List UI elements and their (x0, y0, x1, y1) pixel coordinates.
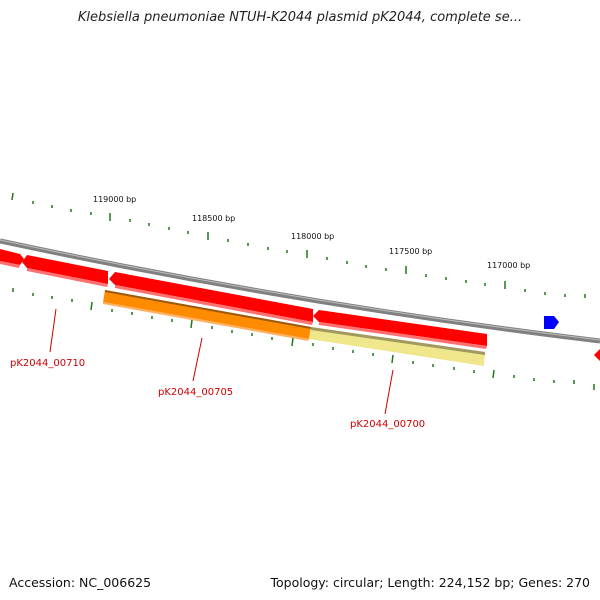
outer-tick-ring (11, 192, 586, 298)
cds-track (0, 249, 487, 349)
red-feature-arrow[interactable] (594, 349, 600, 361)
summary-label: Topology: circular; Length: 224,152 bp; … (270, 575, 591, 590)
gene-feature[interactable] (313, 310, 487, 346)
scale-label: 119000 bp (93, 195, 136, 204)
inner-tick-ring (12, 288, 595, 390)
gene-label-pk2044-00705[interactable]: pK2044_00705 (158, 387, 233, 398)
gene-feature[interactable] (109, 272, 313, 322)
gene-label-leaders (49, 308, 394, 415)
accession-label: Accession: NC_006625 (9, 575, 152, 590)
map-title: Klebsiella pneumoniae NTUH-K2044 plasmid… (77, 10, 523, 25)
gene-pk2044-00700[interactable] (309, 327, 485, 366)
scale-label: 118500 bp (192, 214, 235, 223)
gene-feature[interactable] (22, 255, 108, 284)
scale-label: 118000 bp (291, 232, 334, 241)
gene-feature[interactable] (0, 249, 24, 265)
scale-label: 117500 bp (389, 247, 432, 256)
gene-label-pk2044-00700[interactable]: pK2044_00700 (350, 419, 425, 430)
inner-gene-track (103, 290, 485, 366)
scale-label: 117000 bp (487, 261, 530, 270)
blue-feature-arrow[interactable] (544, 316, 559, 329)
plasmid-backbone (0, 238, 600, 344)
gene-pk2044-00705[interactable] (103, 290, 311, 339)
gene-label-pk2044-00710[interactable]: pK2044_00710 (10, 358, 85, 369)
